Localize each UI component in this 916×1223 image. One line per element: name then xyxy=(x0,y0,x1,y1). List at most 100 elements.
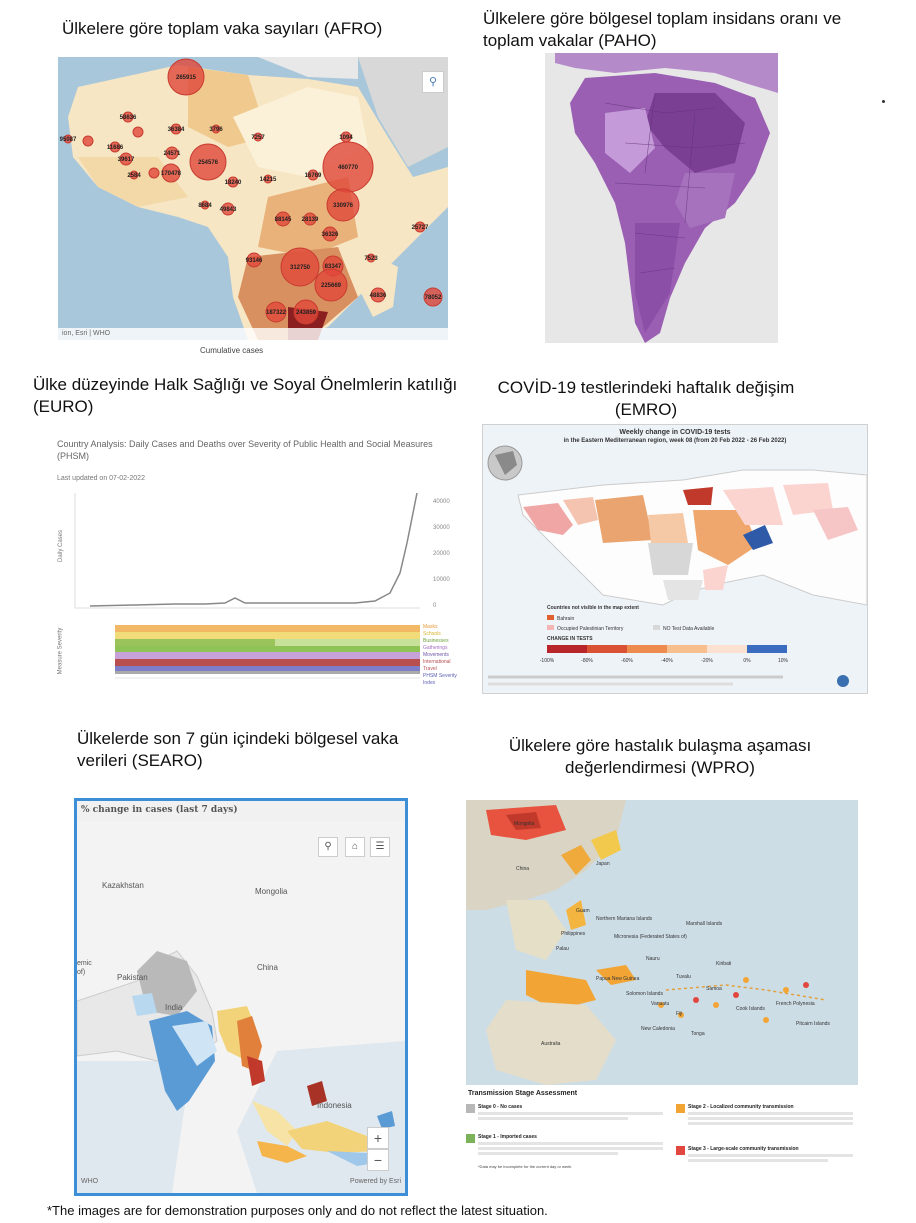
wpro-label: French Polynesia xyxy=(776,1001,815,1007)
wpro-label: Philippines xyxy=(561,931,586,937)
stage2-label: Stage 2 - Localized community transmissi… xyxy=(688,1104,794,1110)
wpro-label: Guam xyxy=(576,908,590,914)
y-tick: 10000 xyxy=(433,577,450,583)
stray-dot xyxy=(882,100,885,103)
wpro-label: Tonga xyxy=(691,1031,705,1037)
change-title: CHANGE IN TESTS xyxy=(547,636,593,642)
bubble-label: 58636 xyxy=(120,115,137,121)
measure-phsm: PHSM Severity Index xyxy=(423,673,457,686)
bubble-label: 265915 xyxy=(176,75,197,81)
bubble-label: 16769 xyxy=(305,173,322,179)
stage3-label: Stage 3 - Large-scale community transmis… xyxy=(688,1146,799,1152)
wpro-label: China xyxy=(516,866,529,872)
euro-chart[interactable]: Country Analysis: Daily Cases and Deaths… xyxy=(55,433,465,703)
wpro-map[interactable]: Mongolia China Japan Philippines Austral… xyxy=(466,800,858,1180)
measure-schools: Schools xyxy=(423,631,441,637)
wpro-label: Cook Islands xyxy=(736,1006,765,1012)
wpro-label: Palau xyxy=(556,946,569,952)
measure-gatherings: Gatherings xyxy=(423,645,448,651)
search-button[interactable]: ⚲ xyxy=(318,837,338,857)
scale-label: -40% xyxy=(661,658,673,664)
zoom-in-button[interactable]: + xyxy=(367,1127,389,1149)
bubble-label: 93146 xyxy=(246,258,263,264)
paho-map-svg xyxy=(555,53,778,343)
wpro-label: New Caledonia xyxy=(641,1026,675,1032)
emro-map-svg: Countries not visible in the map extent … xyxy=(487,445,867,687)
emro-title: Weekly change in COVID-19 tests xyxy=(619,429,731,436)
wpro-label: Tuvalu xyxy=(676,974,691,980)
paho-map[interactable] xyxy=(545,53,778,343)
legend-note: *Data may be incomplete for the current … xyxy=(478,1164,572,1169)
stage1-swatch xyxy=(466,1134,475,1143)
search-icon[interactable]: ⚲ xyxy=(422,71,444,93)
measure-businesses: Businesses xyxy=(423,638,449,644)
afro-map[interactable]: 265915 58636 36384 3796 7257 1094 11686 … xyxy=(58,57,448,340)
home-button[interactable]: ⌂ xyxy=(345,837,365,857)
y-tick: 0 xyxy=(433,603,437,609)
euro-chart-svg: 40000 30000 20000 10000 0 xyxy=(74,492,450,679)
caption-emro: COVİD-19 testlerindeki haftalık değişim … xyxy=(497,378,795,419)
caption-wpro: Ülkelere göre hastalık bulaşma aşaması d… xyxy=(508,736,812,777)
bubble-label: 460770 xyxy=(338,165,359,171)
emro-subtitle: in the Eastern Mediterranean region, wee… xyxy=(563,438,787,444)
searo-footer-right: Powered by Esri xyxy=(350,1178,401,1185)
legend-button[interactable]: ☰ xyxy=(370,837,390,857)
label-emic: emic xyxy=(77,960,92,967)
stage1-label: Stage 1 - Imported cases xyxy=(478,1134,537,1140)
wpro-label: Solomon Islands xyxy=(626,991,663,997)
y-tick: 30000 xyxy=(433,525,450,531)
label-cut-left: emic of) xyxy=(77,959,92,977)
bubble-label: 330976 xyxy=(333,203,354,209)
label-of: of) xyxy=(77,969,86,976)
zoom-out-button[interactable]: − xyxy=(367,1149,389,1171)
scale-label: 0% xyxy=(743,658,751,664)
bubble-label: 11686 xyxy=(107,145,124,151)
emro-map[interactable]: Weekly change in COVID-19 tests in the E… xyxy=(482,424,868,694)
measure-movements: Movements xyxy=(423,652,449,658)
bubble-label: 88145 xyxy=(275,217,292,223)
wpro-label: Papua New Guinea xyxy=(596,976,640,982)
bubble-label: 7257 xyxy=(251,135,265,141)
map-attribution: ion, Esri | WHO xyxy=(58,328,448,340)
scale-label: -100% xyxy=(540,658,555,664)
wpro-label: Micronesia (Federated States of) xyxy=(614,934,687,940)
bubble-label: 39617 xyxy=(118,157,135,163)
wpro-label: Japan xyxy=(596,861,610,867)
chart-updated: Last updated on 07-02-2022 xyxy=(57,475,145,482)
stage0-swatch xyxy=(466,1104,475,1113)
bubble-label: 36384 xyxy=(168,127,185,133)
bubble-label: 8684 xyxy=(198,203,212,209)
bubble-label: 170478 xyxy=(161,171,182,177)
searo-map-svg xyxy=(77,821,405,1193)
legend-title: Transmission Stage Assessment xyxy=(468,1090,578,1097)
legend-title: Countries not visible in the map extent xyxy=(547,605,639,611)
bubble-label: 2584 xyxy=(127,173,141,179)
label-india: India xyxy=(165,1003,183,1012)
bubble-label: 14215 xyxy=(260,177,277,183)
bubble-label: 243859 xyxy=(296,310,317,316)
wpro-label: Australia xyxy=(541,1041,561,1047)
bubble-label: 78052 xyxy=(425,295,442,301)
label-indonesia: Indonesia xyxy=(317,1101,352,1110)
label-kazakhstan: Kazakhstan xyxy=(102,881,144,890)
bubble-label: 49843 xyxy=(220,207,237,213)
bubble-label: 3796 xyxy=(209,127,223,133)
y-tick: 20000 xyxy=(433,551,450,557)
bubble-label: 24571 xyxy=(164,151,181,157)
searo-title: % change in cases (last 7 days) xyxy=(81,805,238,815)
stage3-swatch xyxy=(676,1146,685,1155)
afro-footer: Cumulative cases xyxy=(200,346,264,355)
bubble-label: 36326 xyxy=(322,232,339,238)
searo-footer-left: WHO xyxy=(81,1178,99,1185)
footnote: *The images are for demonstration purpos… xyxy=(47,1203,548,1218)
caption-euro: Ülke düzeyinde Halk Sağlığı ve Soyal Öne… xyxy=(33,375,458,416)
wpro-label: Kiribati xyxy=(716,961,731,967)
bubble-label: 83347 xyxy=(325,264,342,270)
wpro-map-svg: Mongolia China Japan Philippines Austral… xyxy=(466,800,858,1085)
measure-masks: Masks xyxy=(423,624,438,630)
bubble-label: 95087 xyxy=(60,137,77,143)
searo-map[interactable]: % change in cases (last 7 days) Kazakhst… xyxy=(74,798,408,1196)
wpro-label: Fiji xyxy=(676,1011,682,1017)
label-mongolia: Mongolia xyxy=(255,887,288,896)
scale-label: 10% xyxy=(778,658,789,664)
